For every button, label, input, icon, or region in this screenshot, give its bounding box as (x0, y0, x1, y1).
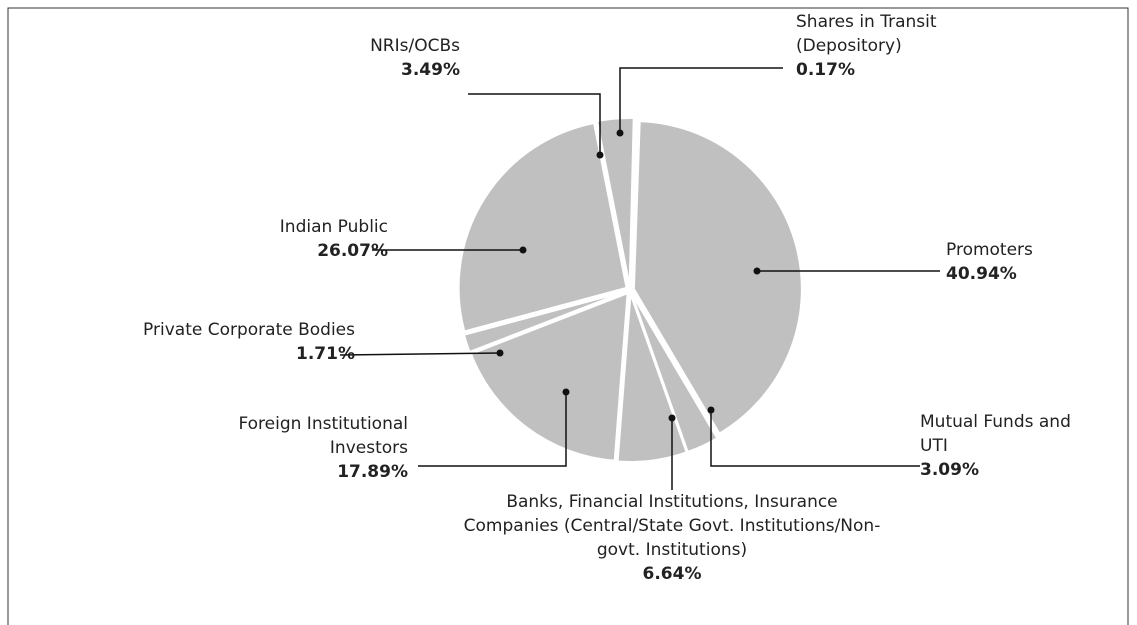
category-label: Banks, Financial Institutions, Insurance… (463, 492, 881, 560)
leader-line (339, 352, 501, 356)
leader-dot (616, 129, 624, 137)
category-label: Promoters (946, 240, 1033, 260)
slice-label: Banks, Financial Institutions, Insurance… (462, 490, 882, 586)
slice-label: Mutual Funds and UTI 3.09% (920, 410, 1100, 482)
pie-slice (469, 291, 629, 462)
leader-line (710, 410, 920, 467)
category-label: Mutual Funds and UTI (920, 412, 1071, 456)
pie-slice (629, 117, 638, 287)
leader-dot (707, 406, 715, 414)
category-label: NRIs/OCBs (370, 36, 460, 56)
category-label: Private Corporate Bodies (143, 320, 355, 340)
slice-label: Shares in Transit (Depository) 0.17% (796, 10, 976, 82)
slice-label: NRIs/OCBs 3.49% (310, 34, 460, 82)
pie-slice (630, 293, 719, 454)
leader-line (619, 67, 783, 133)
value-label: 1.71% (296, 344, 355, 364)
leader-dot (496, 349, 504, 357)
value-label: 3.09% (920, 460, 979, 480)
leader-dot (562, 388, 570, 396)
leader-dot (753, 267, 761, 275)
leader-line (468, 93, 601, 155)
value-label: 40.94% (946, 264, 1017, 284)
pie-slice (462, 290, 627, 354)
leader-dot (519, 246, 527, 254)
leader-line (418, 392, 567, 467)
category-label: Shares in Transit (Depository) (796, 12, 937, 56)
slice-label: Promoters 40.94% (946, 238, 1137, 286)
value-label: 6.64% (642, 564, 702, 584)
leader-dot (668, 414, 676, 422)
slice-label: Indian Public 26.07% (188, 215, 388, 263)
slice-label: Private Corporate Bodies 1.71% (55, 318, 355, 366)
category-label: Indian Public (279, 217, 388, 237)
value-label: 17.89% (337, 462, 408, 482)
value-label: 26.07% (317, 241, 388, 261)
leader-dot (596, 151, 604, 159)
slice-label: Foreign Institutional Investors 17.89% (188, 412, 408, 484)
category-label: Foreign Institutional Investors (238, 414, 408, 458)
frame (7, 7, 1129, 625)
value-label: 0.17% (796, 60, 855, 80)
value-label: 3.49% (401, 60, 460, 80)
pie-slice (632, 120, 803, 435)
pie-slice (457, 121, 628, 333)
